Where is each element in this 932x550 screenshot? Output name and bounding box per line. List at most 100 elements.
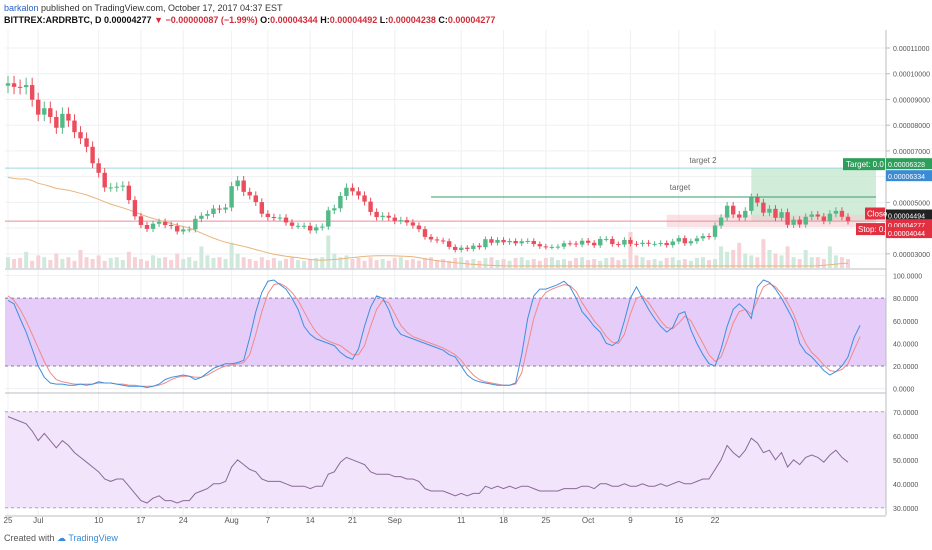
rsi-tick-label: 30.0000 [893,506,918,513]
stop-label: Stop: 0. [858,225,886,234]
x-tick-label: Oct [582,516,595,525]
x-tick-label: 7 [266,516,271,525]
candle-body [320,226,325,228]
volume-bar [157,257,162,268]
candle-body [241,180,246,192]
candle-body [561,243,567,247]
stoch-tick-label: 60.0000 [893,319,918,326]
stoch-tick-label: 40.0000 [893,341,918,348]
candle-body [96,163,101,173]
y-tick-label: 0.00010000 [893,72,930,79]
volume-bar [217,257,222,268]
volume-bar [181,259,186,268]
volume-bar [199,246,204,268]
candle-body [283,217,289,223]
volume-bar [120,260,125,268]
candle-body [724,205,730,218]
close-price-tag-1-bg [886,209,932,221]
volume-bar [827,246,832,268]
publish-info: published on TradingView.com, October 17… [41,3,283,13]
x-tick-label: Aug [224,516,238,525]
down-arrow-icon: ▼ [154,15,164,25]
indicator-lines [7,279,861,504]
stop-price-tag-bg [886,227,932,239]
candle-body [326,210,331,227]
volume-bar [489,257,494,268]
volume-bar [90,259,95,268]
volume-bar [332,253,337,268]
candle-body [664,243,669,246]
volume-bar [580,257,585,268]
candle-body [271,217,277,219]
volume-bar [725,251,730,268]
volume-bar [108,257,113,268]
candle-body [23,85,29,88]
candle-body [17,86,23,88]
candle-body [126,185,132,201]
candle-body [217,208,222,210]
volume-bar [193,260,198,268]
x-tick-label: 9 [628,516,633,525]
candle-body [712,225,718,237]
volume-bar [362,260,367,268]
target-price-tag: 0.00006328 [888,162,925,169]
candle-body [616,244,621,246]
candle-body [465,247,470,249]
candle-body [235,180,240,187]
volume-bar [471,259,476,268]
author-link[interactable]: barkalon [4,3,39,13]
volume-bar [30,260,35,268]
candle-body [5,83,11,86]
volume-bar [634,255,639,268]
volume-bar [229,242,234,268]
candle-body [223,207,228,210]
volume-bar [235,253,240,268]
volume-bar [797,259,802,268]
candle-body [779,212,784,218]
candle-body [440,240,446,242]
candle-body [519,241,524,244]
volume-bar [779,255,784,268]
candle-body [706,236,712,238]
close-price-tag-2-bg [886,219,932,231]
candle-body [767,208,772,213]
indicator-bands [5,297,886,509]
stoch-d-line [7,282,861,387]
candle-body [416,225,422,230]
candle-body [477,245,482,248]
volume-bar [537,260,542,268]
volume-bar [138,259,143,268]
candle-body [332,208,337,211]
candle-body [803,216,808,225]
volume-bar [574,257,579,268]
volume-bar [646,260,651,268]
candle-body [676,238,681,242]
candle-body [144,225,150,229]
target-zone [751,168,876,221]
candle-body [150,223,156,229]
candle-body [259,202,265,214]
candle-body [743,210,748,218]
candle-body [531,240,536,245]
candle-body [410,222,416,226]
candle-body [749,197,754,211]
volume-bar [604,257,609,268]
candlesticks[interactable] [5,75,851,253]
candle-body [585,240,591,243]
stoch-band [5,298,886,366]
volume-bar [374,260,379,268]
stoch-tick-label: 20.0000 [893,364,918,371]
volume-bar [767,250,772,268]
chart-header: barkalon published on TradingView.com, O… [4,2,924,30]
candle-body [66,113,71,121]
volume-bar [549,257,554,268]
volume-bar [713,259,718,268]
volume-bar [283,259,288,268]
tradingview-brand[interactable]: TradingView [68,533,118,543]
candle-body [356,191,361,196]
candle-body [102,172,107,188]
candle-body [718,217,724,226]
volume-bar [151,255,156,268]
candle-body [446,241,452,247]
